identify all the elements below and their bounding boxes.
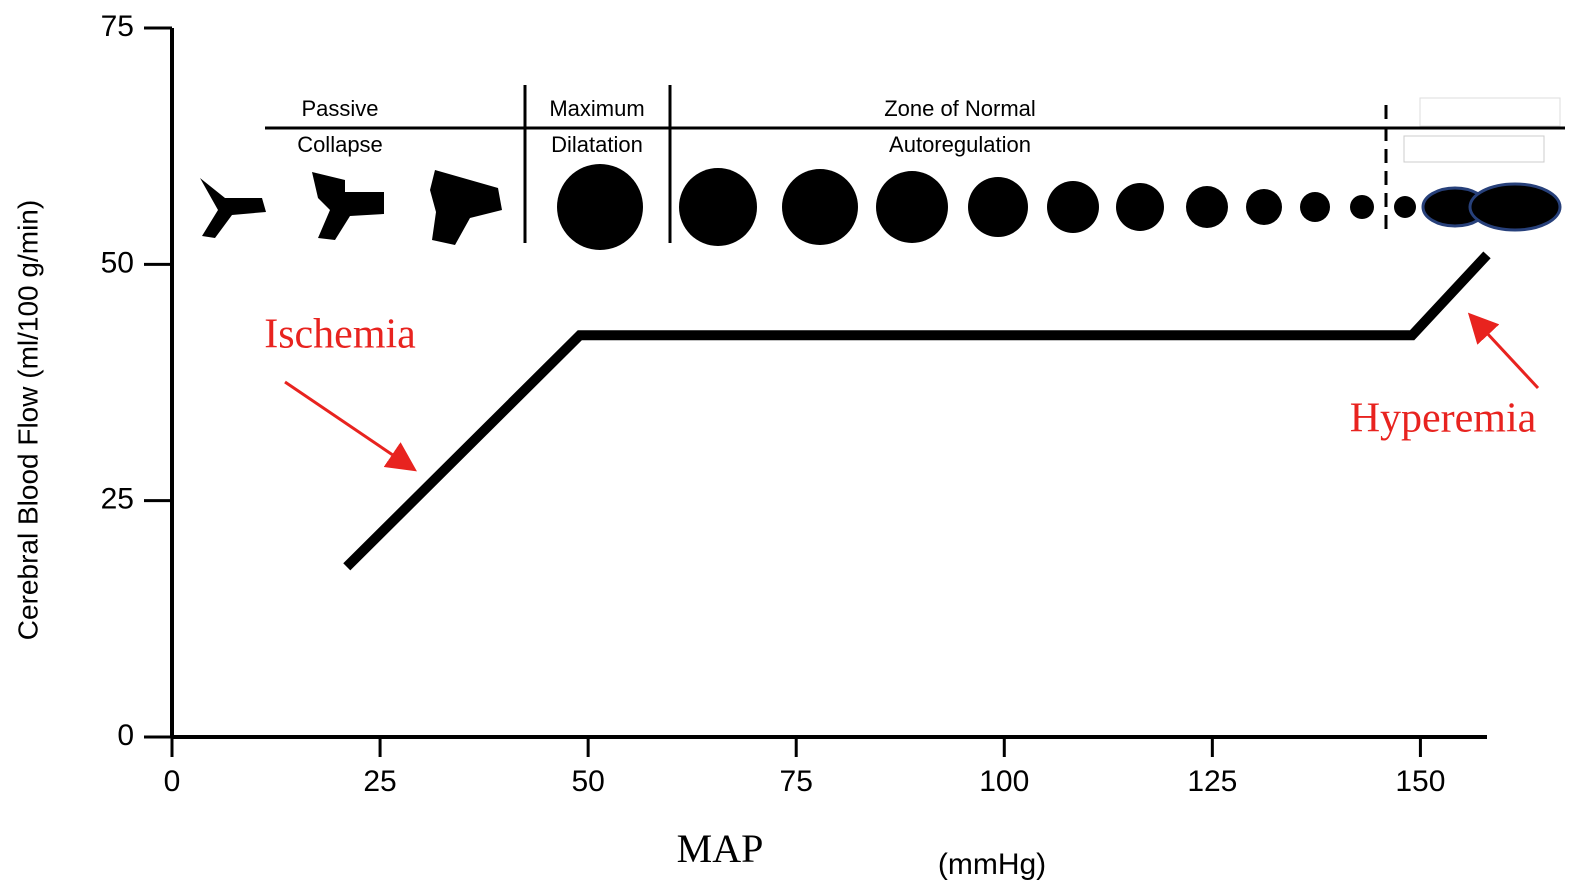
x-tick-label: 75 [780, 765, 813, 798]
line [347, 255, 1487, 567]
x-tick-label: 25 [363, 765, 396, 798]
zone-label: Collapse [297, 132, 383, 157]
vessel [1470, 184, 1560, 230]
vessel [1246, 189, 1282, 225]
vessel-collapsed [430, 170, 502, 245]
x-axis-unit: (mmHg) [938, 848, 1046, 881]
blank-box [1404, 136, 1544, 162]
vessel [1350, 195, 1374, 219]
zone-label: Zone of Normal [884, 96, 1036, 121]
arrow [285, 382, 412, 468]
vessel [876, 171, 948, 243]
vessel [1394, 196, 1416, 218]
vessel-icons [200, 164, 1560, 250]
annotation: Hyperemia [1350, 396, 1537, 442]
zone-label: Dilatation [551, 132, 643, 157]
vessel-collapsed [200, 178, 266, 238]
page: Cerebral Blood Flow (ml/100 g/min) MAP (… [0, 0, 1583, 896]
vessel [1047, 181, 1099, 233]
x-tick-label: 100 [979, 765, 1029, 798]
y-tick-label: 25 [101, 483, 134, 516]
zone-label: Passive [301, 96, 378, 121]
vessel-collapsed [312, 172, 384, 240]
vessel [557, 164, 643, 250]
vessel [782, 169, 858, 245]
y-tick-label: 0 [117, 719, 134, 752]
zone-label: Maximum [549, 96, 644, 121]
zone-label: Autoregulation [889, 132, 1031, 157]
x-tick-label: 0 [164, 765, 181, 798]
x-tick-label: 125 [1187, 765, 1237, 798]
vessel [1186, 186, 1228, 228]
vessel [1300, 192, 1330, 222]
vessel [968, 177, 1028, 237]
arrow [1472, 317, 1538, 388]
vessel [1116, 183, 1164, 231]
chart: Cerebral Blood Flow (ml/100 g/min) MAP (… [0, 0, 1583, 896]
x-axis-title: MAP [677, 826, 764, 871]
x-tick-label: 50 [571, 765, 604, 798]
annotation: Ischemia [264, 312, 416, 358]
y-tick-label: 75 [101, 10, 134, 43]
y-tick-label: 50 [101, 246, 134, 279]
x-tick-label: 150 [1395, 765, 1445, 798]
y-axis-title: Cerebral Blood Flow (ml/100 g/min) [12, 200, 43, 640]
blank-box [1420, 98, 1560, 126]
vessel [679, 168, 757, 246]
